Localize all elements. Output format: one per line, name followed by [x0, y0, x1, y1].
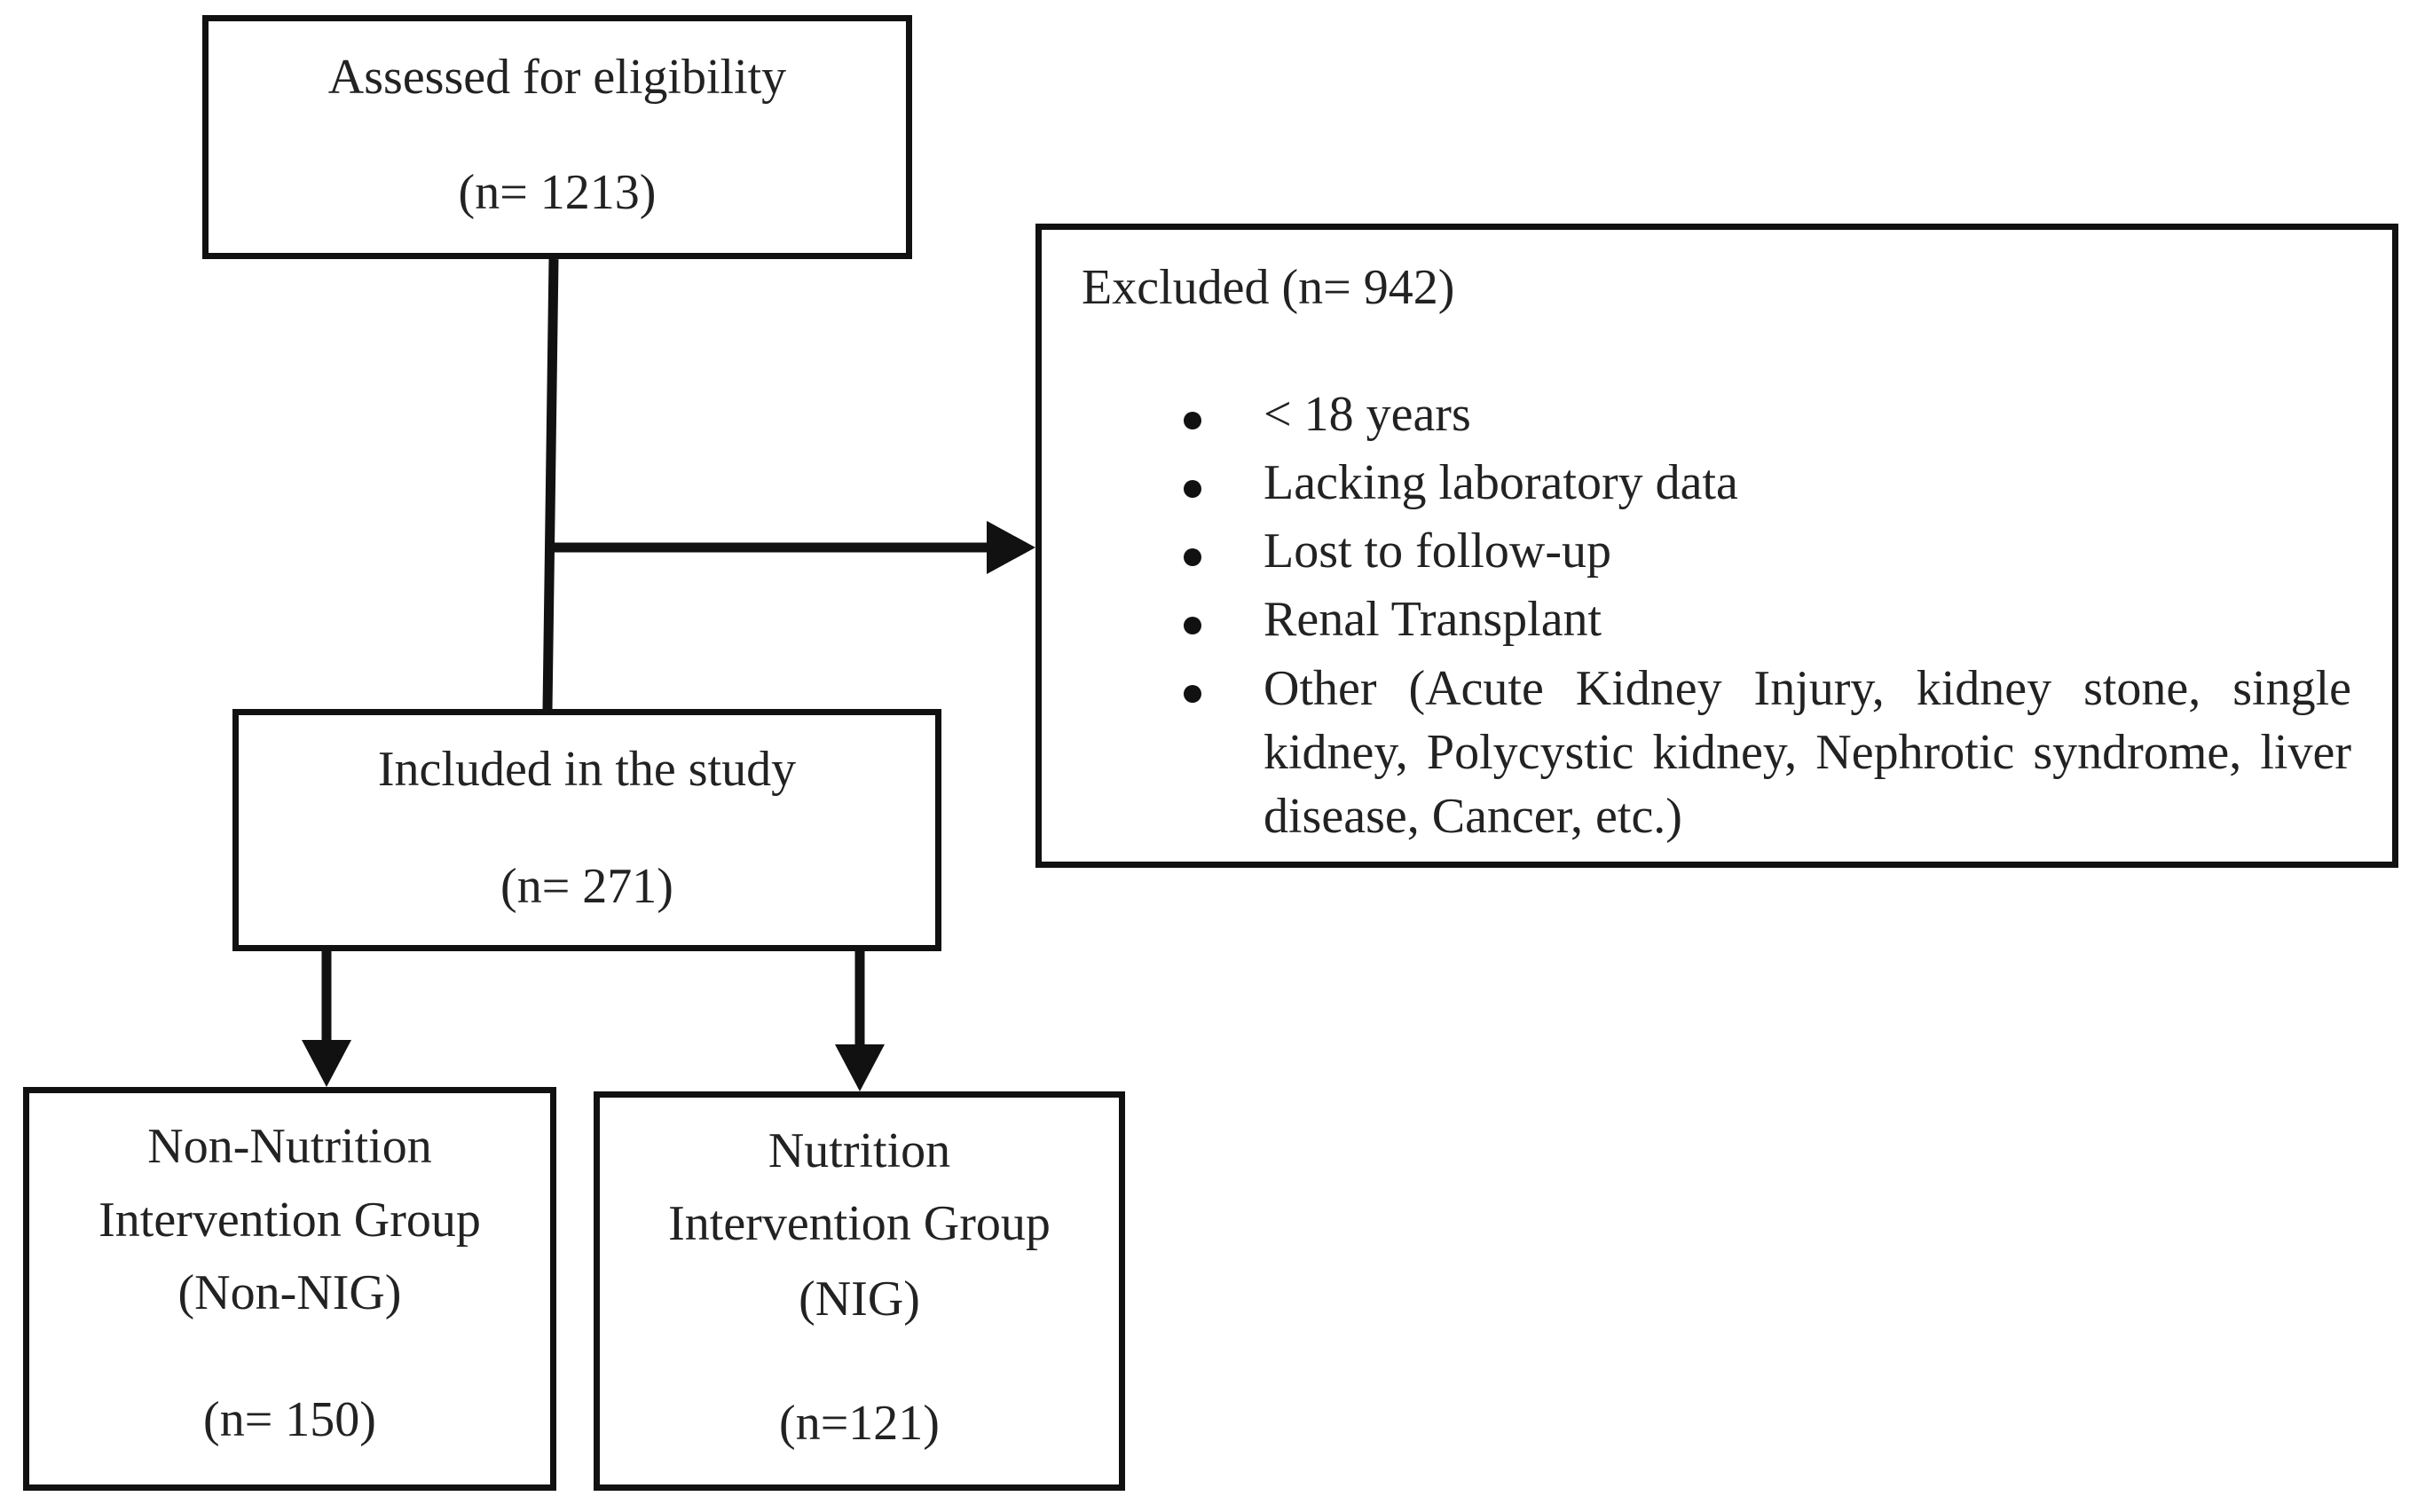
assessed-box: Assessed for eligibility (n= 1213): [202, 15, 912, 259]
box-count: (n= 1213): [458, 165, 657, 220]
box-count: (n= 271): [500, 859, 673, 914]
box-text: Included in the study: [377, 742, 797, 797]
box-text: Non-Nutrition: [147, 1119, 432, 1174]
box-text: Nutrition: [768, 1123, 951, 1178]
excluded-box: Excluded (n= 942) < 18 years Lacking lab…: [1035, 224, 2398, 868]
list-item: Renal Transplant: [1264, 592, 1602, 647]
bullet: [1184, 548, 1201, 566]
box-text: Assessed for eligibility: [327, 50, 787, 105]
box-text: Intervention Group: [98, 1193, 481, 1248]
arrowhead: [302, 1040, 351, 1087]
list-item: Other (Acute Kidney Injury, kidney stone…: [1264, 661, 2351, 844]
list-item: Lost to follow-up: [1264, 524, 1611, 579]
bullet: [1184, 480, 1201, 498]
bullet: [1184, 685, 1201, 703]
box-text: (NIG): [799, 1272, 920, 1327]
box-count: (n= 150): [203, 1392, 376, 1447]
connector: [542, 258, 559, 711]
arrowhead: [987, 521, 1035, 574]
non-nig-box: Non-Nutrition Intervention Group (Non-NI…: [23, 1087, 556, 1491]
box-text: Intervention Group: [668, 1196, 1051, 1251]
list-item: Lacking laboratory data: [1264, 455, 1738, 510]
arrowhead: [835, 1044, 885, 1091]
list-item: < 18 years: [1264, 387, 1471, 442]
nig-box: Nutrition Intervention Group (NIG) (n=12…: [594, 1091, 1125, 1491]
bullet: [1184, 412, 1201, 429]
box-text: (Non-NIG): [177, 1265, 402, 1320]
box-title: Excluded (n= 942): [1082, 260, 1455, 315]
bullet: [1184, 617, 1201, 634]
box-count: (n=121): [779, 1396, 940, 1451]
included-box: Included in the study (n= 271): [232, 709, 941, 951]
